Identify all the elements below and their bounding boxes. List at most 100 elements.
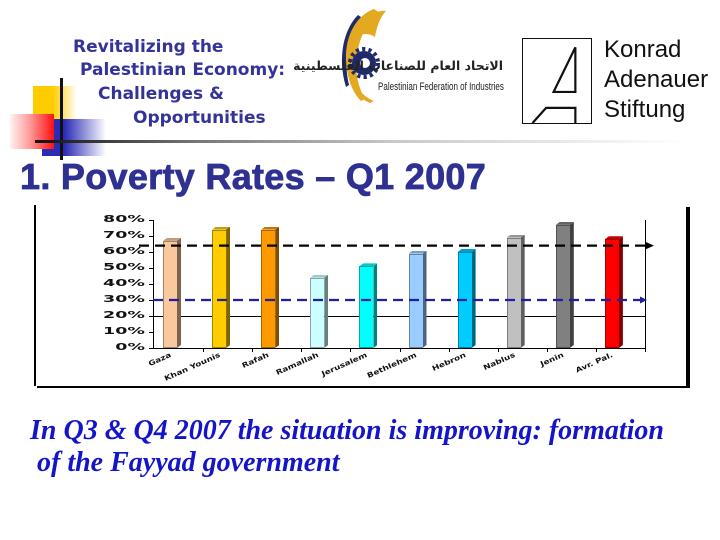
y-axis-label: 80%	[103, 214, 145, 225]
header-title-line-3: Challenges &	[98, 84, 224, 104]
bar-jerusalem	[359, 263, 378, 348]
bar-front-face	[310, 277, 325, 348]
y-axis-label: 70%	[103, 230, 145, 241]
bar-bethlehem	[408, 250, 427, 348]
x-tick	[546, 348, 548, 352]
bar-top-face	[261, 226, 280, 230]
bar-side-face	[226, 227, 230, 348]
bar-gaza	[163, 237, 181, 348]
y-axis-label: 20%	[103, 310, 145, 321]
y-tick	[149, 348, 154, 349]
bar-top-face	[163, 237, 181, 241]
x-tick	[645, 348, 646, 352]
bar-side-face	[619, 236, 623, 348]
kas-name-line-1: Konrad	[604, 36, 682, 63]
pfi-logo-icon	[341, 9, 386, 103]
plot-area	[149, 220, 646, 352]
x-tick	[595, 348, 597, 352]
header-title-line-2: Palestinian Economy:	[80, 60, 286, 80]
y-tick	[149, 332, 154, 333]
bar-front-face	[212, 229, 227, 348]
bar-front-face	[408, 253, 423, 348]
x-axis-label-bethlehem: Bethlehem	[365, 351, 418, 380]
bar-top-face	[212, 226, 231, 230]
bar-top-face	[359, 263, 378, 267]
bar-ramallah	[310, 274, 329, 348]
bar-khan-younis	[212, 226, 231, 348]
decor-vertical-line	[60, 78, 63, 160]
bar-front-face	[457, 252, 472, 348]
bar-top-face	[408, 250, 427, 254]
x-axis-label-rafah: Rafah	[241, 351, 271, 370]
bar-side-face	[373, 263, 377, 348]
bar-hebron	[457, 249, 476, 348]
y-tick	[149, 316, 154, 317]
x-axis-label-gaza: Gaza	[146, 351, 173, 369]
bar-front-face	[506, 237, 521, 348]
y-axis-label: 50%	[103, 262, 145, 273]
y-axis-label: 60%	[103, 246, 145, 257]
pfi-arabic-name: الاتحاد العام للصناعات الفلسطينية	[293, 58, 503, 73]
bar-front-face	[359, 266, 374, 348]
y-tick	[149, 300, 154, 301]
bar-side-face	[324, 275, 328, 348]
header-divider	[35, 140, 685, 143]
header-title-line-4: Opportunities	[133, 108, 266, 128]
decor-red-square	[10, 114, 54, 149]
x-axis-label-hebron: Hebron	[430, 351, 467, 373]
bar-front-face	[604, 239, 619, 348]
y-axis-label: 30%	[103, 294, 145, 305]
reference-line-20	[154, 316, 645, 318]
pfi-english-name: Palestinian Federation of Industries	[378, 81, 504, 93]
bar-side-face	[177, 238, 181, 348]
y-tick	[149, 220, 154, 221]
footnote-line-2: of the Fayyad government	[37, 447, 340, 478]
y-tick	[149, 268, 154, 269]
footnote-line-1: In Q3 & Q4 2007 the situation is improvi…	[30, 415, 664, 446]
bar-avr-pal	[604, 236, 623, 348]
y-axis-label: 40%	[103, 278, 145, 289]
bar-top-face	[555, 221, 574, 225]
header-title-line-1: Revitalizing the	[73, 37, 224, 57]
bar-side-face	[423, 251, 427, 348]
x-tick	[448, 348, 450, 352]
bar-jenin	[555, 221, 574, 348]
bar-front-face	[555, 224, 570, 348]
x-axis-label-ramallah: Ramallah	[274, 351, 320, 377]
bar-side-face	[521, 235, 525, 348]
x-tick	[399, 348, 401, 352]
bar-top-face	[604, 236, 623, 240]
bar-top-face	[457, 249, 476, 252]
bar-side-face	[275, 227, 279, 348]
bar-top-face	[506, 234, 525, 238]
kas-name-line-2: Adenauer	[604, 66, 709, 93]
y-axis-label: 0%	[115, 342, 145, 353]
y-axis-label: 10%	[103, 326, 145, 337]
poverty-rates-chart: 0% 10% 20% 30% 40% 50% 60% 70% 80% Gaza Khan Youni…	[34, 205, 690, 388]
x-tick	[301, 348, 303, 352]
chart-frame-right-border	[686, 207, 690, 388]
x-axis-label-jenin: Jenin	[539, 351, 566, 369]
x-tick	[350, 348, 352, 352]
y-tick	[149, 252, 154, 253]
x-tick	[497, 348, 499, 352]
arrowhead-icon	[645, 241, 654, 250]
x-axis-label-jerusalem: Jerusalem	[320, 351, 369, 379]
kas-logo-icon	[522, 38, 592, 124]
kas-name-line-3: Stiftung	[604, 96, 686, 123]
bar-nablus	[506, 234, 525, 348]
y-tick	[149, 236, 154, 237]
bar-side-face	[570, 222, 574, 348]
bar-top-face	[310, 274, 329, 278]
y-tick	[149, 284, 154, 285]
bar-front-face	[163, 240, 177, 348]
x-tick	[252, 348, 254, 352]
slide-title: 1. Poverty Rates – Q1 2007	[20, 156, 487, 197]
bar-rafah	[261, 226, 280, 348]
x-tick	[203, 348, 205, 352]
bar-front-face	[261, 229, 276, 348]
bar-side-face	[472, 249, 476, 348]
x-axis-label-avr-pal: Avr. Pal.	[574, 351, 615, 375]
x-axis-label-nablus: Nablus	[481, 351, 516, 373]
